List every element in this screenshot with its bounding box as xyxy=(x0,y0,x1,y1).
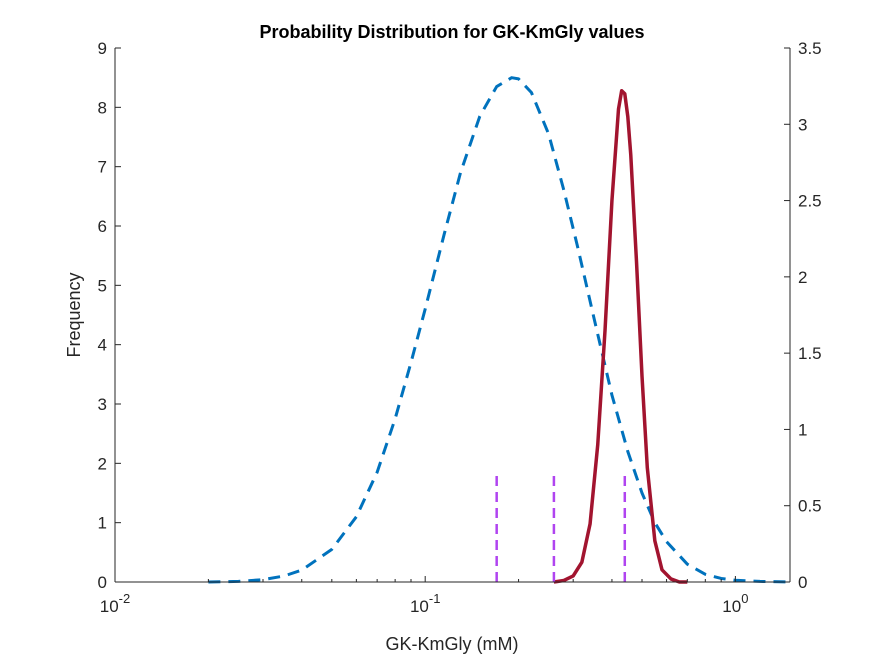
y2-tick-label: 3.5 xyxy=(798,39,822,58)
x-tick-base: 10 xyxy=(722,597,741,616)
y2-tick-label: 0.5 xyxy=(798,497,822,516)
y-tick-label: 4 xyxy=(98,336,107,355)
series-line-1 xyxy=(208,76,791,584)
y-tick-label: 8 xyxy=(98,98,107,117)
x-tick-label: 10-1 xyxy=(410,591,440,616)
y-tick-label: 6 xyxy=(98,217,107,236)
y2-tick-label: 2 xyxy=(798,268,807,287)
y-tick-label: 2 xyxy=(98,454,107,473)
x-tick-base: 10 xyxy=(100,597,119,616)
y-tick-label: 9 xyxy=(98,39,107,58)
x-tick-exponent: -1 xyxy=(429,591,441,606)
x-tick-label: 100 xyxy=(722,591,748,616)
y2-tick-label: 0 xyxy=(798,573,807,592)
y2-tick-label: 2.5 xyxy=(798,192,822,211)
y-tick-label: 5 xyxy=(98,276,107,295)
y-axis-label: Frequency xyxy=(64,272,84,357)
y2-tick-label: 1 xyxy=(798,420,807,439)
x-tick-label: 10-2 xyxy=(100,591,130,616)
series-line-2 xyxy=(553,88,688,584)
x-tick-exponent: -2 xyxy=(119,591,131,606)
y-tick-label: 0 xyxy=(98,573,107,592)
y-tick-label: 7 xyxy=(98,158,107,177)
y-tick-label: 1 xyxy=(98,514,107,533)
x-tick-base: 10 xyxy=(410,597,429,616)
marks xyxy=(208,76,791,584)
y2-tick-label: 1.5 xyxy=(798,344,822,363)
y2-tick-label: 3 xyxy=(798,115,807,134)
chart-title: Probability Distribution for GK-KmGly va… xyxy=(259,22,644,42)
x-tick-exponent: 0 xyxy=(741,591,748,606)
y-tick-label: 3 xyxy=(98,395,107,414)
x-axis-label: GK-KmGly (mM) xyxy=(386,634,519,654)
plot-area xyxy=(115,48,790,582)
